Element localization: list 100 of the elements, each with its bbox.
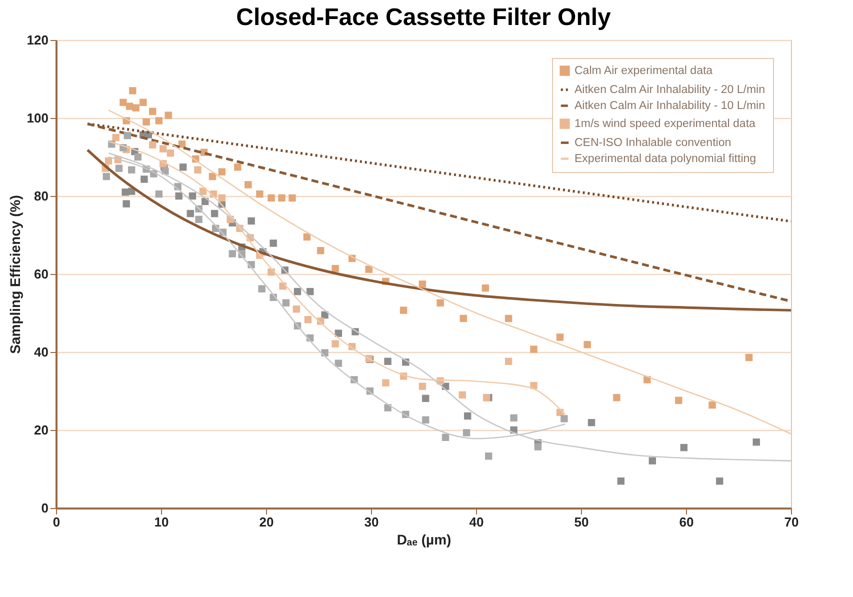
y-tick-label: 100 — [26, 110, 48, 126]
point — [745, 354, 753, 362]
point — [126, 102, 134, 110]
point — [675, 396, 682, 404]
point — [334, 360, 342, 367]
point — [613, 394, 620, 402]
point — [556, 334, 564, 341]
point — [132, 104, 140, 112]
point — [334, 330, 342, 337]
y-tick-label: 120 — [26, 32, 48, 48]
point — [303, 233, 311, 241]
x-tick-label: 30 — [364, 514, 379, 530]
point — [484, 452, 492, 460]
point — [282, 299, 290, 306]
point — [162, 167, 169, 175]
point — [400, 306, 408, 314]
line-series — [86, 148, 792, 312]
point — [102, 172, 110, 180]
point — [155, 190, 163, 198]
point — [159, 145, 167, 152]
y-tick-label: 40 — [34, 344, 48, 360]
point — [418, 280, 426, 288]
point — [234, 164, 242, 171]
x-tick-label: 50 — [574, 514, 589, 530]
point — [270, 240, 277, 247]
point — [716, 477, 724, 485]
x-tick-label: 70 — [784, 514, 799, 530]
point — [460, 314, 468, 322]
point — [128, 166, 136, 174]
point — [365, 266, 373, 273]
y-tick-label: 80 — [34, 188, 48, 204]
point — [188, 192, 196, 200]
point — [382, 379, 390, 386]
y-tick-label: 20 — [34, 422, 48, 438]
point — [148, 141, 156, 149]
point — [288, 194, 296, 202]
point — [140, 176, 148, 183]
x-tick-label: 0 — [52, 514, 60, 530]
point — [248, 217, 255, 225]
legend-label: Experimental data polynomial fitting — [574, 152, 756, 165]
point — [228, 250, 236, 258]
point — [680, 444, 688, 452]
legend-label: CEN-ISO Inhalable convention — [574, 136, 732, 149]
point — [316, 246, 324, 254]
point — [142, 118, 150, 126]
point — [418, 382, 426, 390]
point — [195, 216, 202, 224]
point — [294, 288, 302, 296]
point — [304, 316, 312, 324]
point — [179, 164, 187, 171]
point — [384, 358, 392, 365]
point — [752, 438, 760, 446]
x-tick-label: 10 — [154, 514, 169, 530]
point — [504, 314, 512, 322]
point — [186, 210, 194, 218]
point — [482, 394, 490, 402]
point — [155, 117, 163, 124]
point — [584, 340, 591, 348]
line-series — [108, 110, 792, 435]
point — [140, 98, 147, 106]
point — [268, 194, 275, 202]
point — [124, 132, 132, 140]
legend-label: 1m/s wind speed experimental data — [574, 118, 756, 130]
point — [175, 192, 182, 200]
point — [120, 98, 127, 106]
point — [104, 157, 112, 165]
point — [166, 149, 174, 157]
x-tick-label: 20 — [259, 514, 274, 530]
point — [708, 401, 716, 409]
y-axis-title: Sampling Efficiency (%) — [6, 195, 23, 354]
x-axis-title: Dₐₑ (µm) — [396, 532, 452, 548]
point — [134, 153, 142, 161]
point — [510, 414, 518, 422]
point — [560, 415, 568, 422]
legend-label: Aitken Calm Air Inhalability - 10 L/min — [574, 100, 765, 112]
point — [648, 457, 656, 464]
point — [462, 429, 470, 436]
point — [617, 477, 625, 485]
point — [278, 194, 286, 202]
point — [530, 346, 538, 353]
point — [210, 210, 218, 218]
point — [436, 299, 444, 306]
line-series — [108, 152, 792, 462]
point — [122, 200, 130, 208]
point — [244, 181, 252, 188]
point — [258, 285, 266, 292]
chart-title: Closed-Face Cassette Filter Only — [236, 4, 612, 31]
point — [256, 190, 264, 198]
y-tick-label: 60 — [34, 266, 48, 282]
point — [164, 112, 172, 119]
point — [464, 412, 472, 420]
point — [442, 434, 450, 442]
point — [332, 264, 339, 272]
point — [112, 134, 120, 142]
point — [218, 168, 226, 176]
legend-label: Calm Air experimental data — [574, 64, 714, 77]
point — [129, 87, 136, 94]
point — [422, 394, 430, 402]
point — [482, 284, 490, 292]
x-tick-label: 40 — [469, 514, 484, 530]
